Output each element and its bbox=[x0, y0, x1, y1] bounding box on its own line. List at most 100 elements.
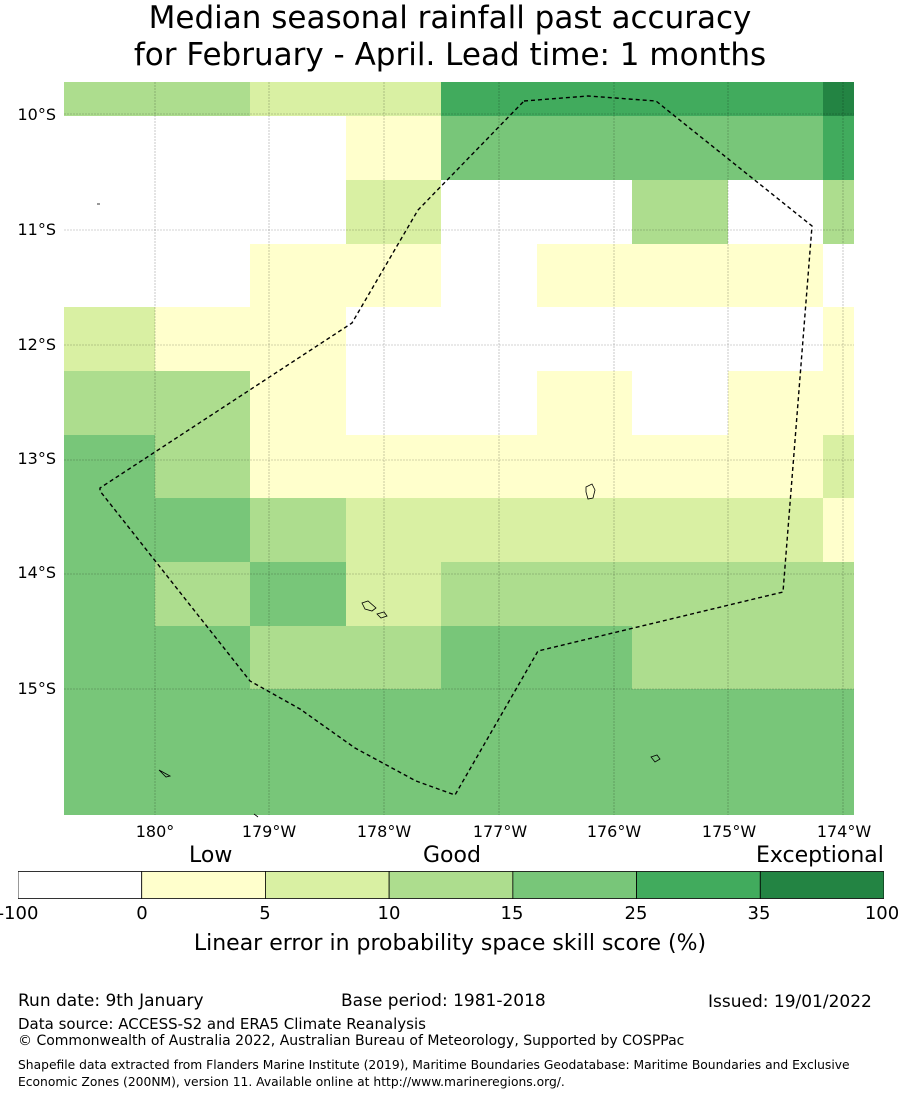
skill-cell bbox=[155, 82, 250, 116]
colorbar-segment bbox=[636, 871, 761, 899]
skill-cell bbox=[346, 371, 441, 435]
colorbar-tick: 35 bbox=[747, 903, 771, 924]
skill-cell bbox=[823, 244, 854, 307]
x-axis-label: 176°W bbox=[586, 822, 642, 841]
skill-cell bbox=[250, 371, 346, 435]
skill-cell bbox=[728, 371, 823, 435]
map-title: Median seasonal rainfall past accuracy f… bbox=[0, 0, 900, 74]
x-axis-label: 177°W bbox=[472, 822, 528, 841]
skill-cell bbox=[155, 498, 250, 562]
skill-cell bbox=[823, 689, 854, 753]
skill-cell bbox=[155, 244, 250, 307]
skill-cell bbox=[64, 180, 155, 244]
skill-cell bbox=[64, 244, 155, 307]
skill-cell bbox=[441, 753, 537, 815]
skill-cell bbox=[64, 562, 155, 626]
skill-cell bbox=[155, 116, 250, 180]
colorbar-tick: 100 bbox=[864, 903, 900, 924]
skill-cell bbox=[441, 435, 537, 498]
colorbar-tick: -100 bbox=[0, 903, 39, 924]
colorbar-tick: 0 bbox=[136, 903, 148, 924]
skill-cell bbox=[632, 753, 728, 815]
skill-cell bbox=[823, 82, 854, 116]
x-axis-label: 175°W bbox=[701, 822, 757, 841]
skill-cell bbox=[155, 562, 250, 626]
skill-cell bbox=[64, 116, 155, 180]
skill-cell bbox=[346, 626, 441, 689]
colorbar-category-low: Low bbox=[189, 843, 233, 868]
skill-cell bbox=[250, 116, 346, 180]
skill-cell bbox=[728, 435, 823, 498]
colorbar-segment bbox=[141, 871, 266, 899]
colorbar-segment bbox=[18, 871, 143, 899]
skill-cell bbox=[250, 626, 346, 689]
skill-cell bbox=[250, 753, 346, 815]
colorbar-label: Linear error in probability space skill … bbox=[193, 931, 707, 956]
island-outline bbox=[361, 600, 377, 612]
skill-cell bbox=[64, 626, 155, 689]
skill-cell bbox=[346, 753, 441, 815]
y-axis-label: 11°S bbox=[17, 220, 56, 239]
colorbar-tick: 25 bbox=[624, 903, 648, 924]
skill-cell bbox=[155, 180, 250, 244]
skill-cell bbox=[537, 435, 632, 498]
skill-cell bbox=[441, 244, 537, 307]
y-axis-label: 14°S bbox=[17, 563, 56, 582]
skill-cell bbox=[823, 626, 854, 689]
title-line-2: for February - April. Lead time: 1 month… bbox=[133, 37, 767, 73]
island-outline bbox=[376, 611, 388, 619]
skill-cell bbox=[728, 244, 823, 307]
island-outline bbox=[585, 483, 596, 500]
skill-cell bbox=[155, 435, 250, 498]
skill-cell bbox=[537, 562, 632, 626]
skill-cell bbox=[823, 180, 854, 244]
skill-cell bbox=[728, 307, 823, 371]
skill-cell bbox=[155, 689, 250, 753]
skill-cell bbox=[346, 307, 441, 371]
skill-cell bbox=[823, 753, 854, 815]
skill-cell bbox=[823, 371, 854, 435]
skill-grid-cells bbox=[64, 82, 854, 815]
skill-cell bbox=[632, 307, 728, 371]
skill-cell bbox=[250, 244, 346, 307]
skill-cell bbox=[537, 180, 632, 244]
eez-boundary bbox=[99, 95, 813, 796]
graticule bbox=[64, 82, 854, 815]
skill-cell bbox=[441, 307, 537, 371]
colorbar-segment bbox=[759, 871, 884, 899]
skill-cell bbox=[537, 116, 632, 180]
x-axis-label: 180° bbox=[135, 822, 175, 841]
skill-cell bbox=[537, 244, 632, 307]
colorbar-segment bbox=[265, 871, 390, 899]
colorbar-category-good: Good bbox=[423, 843, 481, 868]
y-axis-label: 15°S bbox=[17, 679, 56, 698]
skill-cell bbox=[441, 689, 537, 753]
skill-cell bbox=[537, 82, 632, 116]
island-outline bbox=[253, 813, 259, 818]
skill-cell bbox=[346, 562, 441, 626]
skill-cell bbox=[728, 116, 823, 180]
island-outline bbox=[650, 754, 661, 763]
skill-cell bbox=[537, 371, 632, 435]
skill-cell bbox=[728, 626, 823, 689]
x-axis-label: 174°W bbox=[816, 822, 872, 841]
skill-cell bbox=[728, 689, 823, 753]
skill-cell bbox=[250, 82, 346, 116]
skill-cell bbox=[250, 562, 346, 626]
shapefile-note: Shapefile data extracted from Flanders M… bbox=[18, 1058, 850, 1089]
skill-cell bbox=[537, 307, 632, 371]
skill-cell bbox=[346, 116, 441, 180]
skill-cell bbox=[64, 307, 155, 371]
colorbar-tick: 15 bbox=[500, 903, 524, 924]
skill-cell bbox=[64, 371, 155, 435]
skill-cell bbox=[64, 689, 155, 753]
skill-cell bbox=[537, 753, 632, 815]
skill-cell bbox=[441, 498, 537, 562]
skill-cell bbox=[632, 498, 728, 562]
colorbar-segment bbox=[512, 871, 637, 899]
colorbar-tick: 10 bbox=[377, 903, 401, 924]
skill-cell bbox=[346, 244, 441, 307]
skill-cell bbox=[823, 498, 854, 562]
skill-cell bbox=[537, 498, 632, 562]
skill-cell bbox=[537, 689, 632, 753]
